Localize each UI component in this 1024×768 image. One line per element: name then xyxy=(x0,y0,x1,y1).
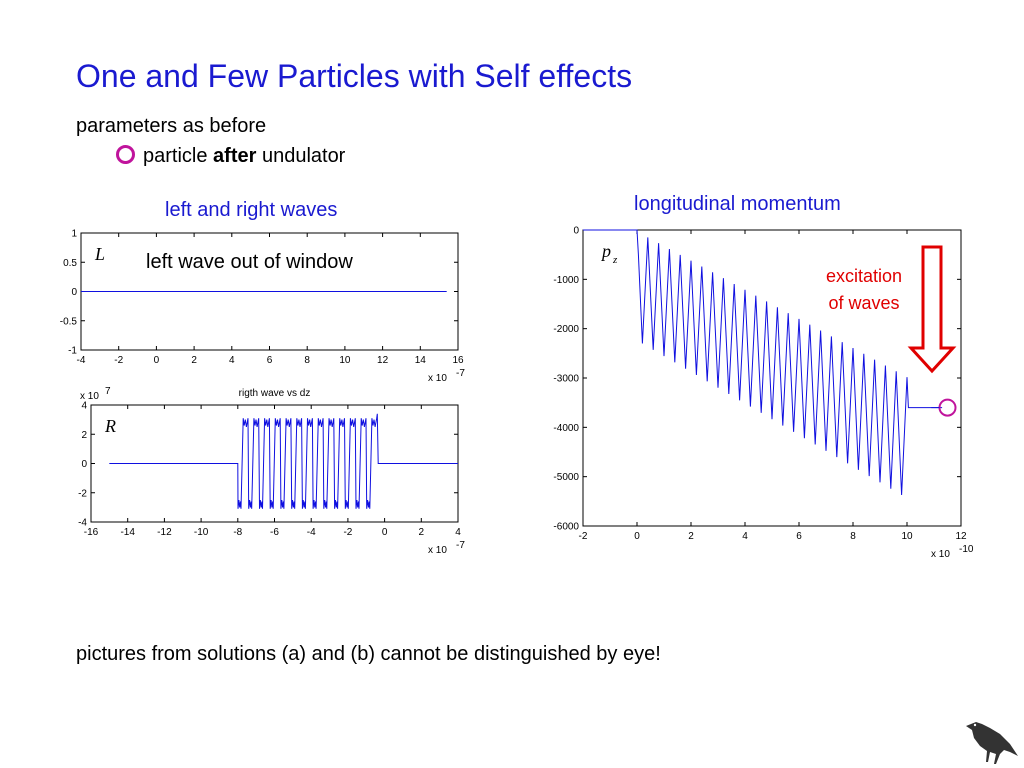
x-tick-label-pz: 10 xyxy=(901,531,913,542)
circle-marker-icon xyxy=(116,145,135,164)
x-tick-label-R: 4 xyxy=(455,527,461,538)
y-tick-label-pz: -4000 xyxy=(553,423,579,434)
footer-note: pictures from solutions (a) and (b) cann… xyxy=(76,643,661,665)
bullet-text-post: undulator xyxy=(256,145,346,167)
bullet-text-bold: after xyxy=(213,145,257,167)
x-tick-label-L: 10 xyxy=(339,355,351,366)
bullet-text-pre: particle xyxy=(143,145,214,167)
x-tick-label-pz: -2 xyxy=(579,531,588,542)
x-multiplier-pz: x 10 xyxy=(931,549,950,560)
x-tick-label-R: -8 xyxy=(233,527,242,538)
x-tick-label-R: 0 xyxy=(382,527,388,538)
y-tick-label-pz: -1000 xyxy=(553,275,579,286)
y-tick-label-R: 2 xyxy=(81,430,87,441)
x-tick-label-R: -16 xyxy=(84,527,99,538)
x-multiplier-exp-L: -7 xyxy=(456,368,465,379)
x-multiplier-exp-pz: -10 xyxy=(959,544,974,555)
y-tick-label-pz: -5000 xyxy=(553,472,579,483)
y-tick-label-pz: -2000 xyxy=(553,324,579,335)
x-tick-label-L: -4 xyxy=(77,355,86,366)
excitation-annotation: excitation of waves xyxy=(808,263,920,317)
x-tick-label-L: 4 xyxy=(229,355,235,366)
x-tick-label-pz: 4 xyxy=(742,531,748,542)
crow-logo-icon xyxy=(966,722,1018,764)
y-multiplier-R: x 10 xyxy=(80,391,99,402)
panel-label-R: R xyxy=(104,416,116,436)
series-line-R xyxy=(109,413,458,509)
y-tick-label-pz: -3000 xyxy=(553,374,579,385)
y-tick-label-L: -0.5 xyxy=(60,316,78,327)
excitation-line2: of waves xyxy=(828,293,900,313)
x-tick-label-L: 2 xyxy=(191,355,197,366)
y-tick-label-R: -2 xyxy=(78,488,87,499)
y-tick-label-R: -4 xyxy=(78,518,87,529)
excitation-arrow-icon xyxy=(907,245,957,374)
x-tick-label-pz: 8 xyxy=(850,531,856,542)
y-tick-label-L: 0 xyxy=(71,287,77,298)
y-tick-label-L: 1 xyxy=(71,229,77,240)
excitation-line1: excitation xyxy=(825,266,903,286)
x-tick-label-R: 2 xyxy=(419,527,425,538)
y-tick-label-pz: -6000 xyxy=(553,522,579,533)
series-line-pz xyxy=(583,229,943,496)
x-tick-label-L: -2 xyxy=(114,355,123,366)
x-tick-label-pz: 0 xyxy=(634,531,640,542)
x-tick-label-L: 8 xyxy=(304,355,310,366)
x-tick-label-L: 12 xyxy=(377,355,389,366)
y-tick-label-L: 0.5 xyxy=(63,258,77,269)
x-tick-label-R: -10 xyxy=(194,527,209,538)
x-tick-label-L: 16 xyxy=(452,355,464,366)
y-multiplier-exp-R: 7 xyxy=(105,386,111,397)
x-tick-label-pz: 12 xyxy=(955,531,967,542)
slide-title: One and Few Particles with Self effects xyxy=(76,58,633,94)
x-tick-label-L: 0 xyxy=(154,355,160,366)
x-tick-label-pz: 6 xyxy=(796,531,802,542)
y-tick-label-R: 0 xyxy=(81,459,87,470)
x-multiplier-R: x 10 xyxy=(428,545,447,556)
panel-label-L: L xyxy=(94,244,105,264)
x-tick-label-L: 14 xyxy=(415,355,427,366)
plot-title-R: rigth wave vs dz xyxy=(239,388,311,399)
x-tick-label-R: -12 xyxy=(157,527,172,538)
bullet-row: particle after undulator xyxy=(116,145,345,168)
panel-label-pz: p xyxy=(600,241,611,261)
x-tick-label-L: 6 xyxy=(267,355,273,366)
x-tick-label-R: -14 xyxy=(120,527,135,538)
panel-label-sub-pz: z xyxy=(612,254,618,266)
x-tick-label-pz: 2 xyxy=(688,531,694,542)
y-tick-label-L: -1 xyxy=(68,346,77,357)
x-multiplier-L: x 10 xyxy=(428,373,447,384)
caption-right-plot: longitudinal momentum xyxy=(634,193,841,215)
subtitle: parameters as before xyxy=(76,115,267,137)
x-tick-label-R: -6 xyxy=(270,527,279,538)
x-multiplier-exp-R: -7 xyxy=(456,540,465,551)
caption-left-plots: left and right waves xyxy=(165,199,338,221)
x-tick-label-R: -2 xyxy=(343,527,352,538)
y-tick-label-pz: 0 xyxy=(573,226,579,237)
x-tick-label-R: -4 xyxy=(307,527,316,538)
left-wave-note: left wave out of window xyxy=(146,251,353,273)
y-tick-label-R: 4 xyxy=(81,401,87,412)
